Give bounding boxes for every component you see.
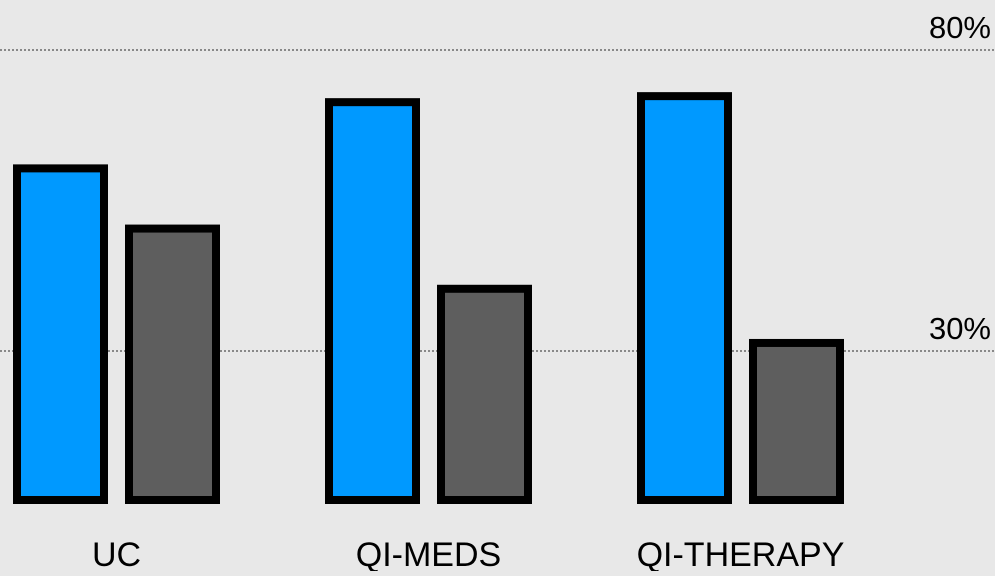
labels: 80% 30% UC QI-MEDS QI-THERAPY — [92, 10, 991, 574]
y-tick-label: 30% — [929, 311, 991, 346]
category-label: QI-THERAPY — [637, 536, 845, 571]
bar-uc-series-2 — [125, 224, 220, 505]
category-label: QI-MEDS — [356, 536, 501, 571]
bar-qi-therapy-series-1 — [637, 92, 732, 504]
category-label: UC — [92, 536, 141, 571]
bar-uc-series-1 — [13, 164, 108, 504]
bar-qi-therapy-series-2 — [749, 338, 844, 504]
bar-qi-meds-series-2 — [437, 284, 532, 504]
bars — [13, 92, 844, 505]
y-tick-label: 80% — [929, 10, 991, 45]
bar-qi-meds-series-1 — [325, 98, 420, 504]
